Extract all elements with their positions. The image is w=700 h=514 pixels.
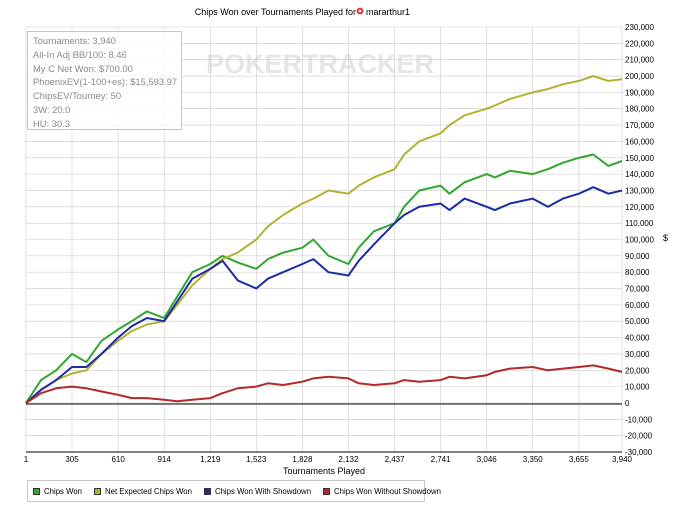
y-tick-label: 150,000 — [625, 154, 654, 163]
x-tick-label: 1 — [24, 455, 29, 464]
legend-item[interactable]: Chips Won — [33, 487, 82, 496]
y-tick-label: -30,000 — [625, 448, 653, 457]
series-layer — [25, 75, 623, 404]
x-tick-label: 3,046 — [477, 455, 498, 464]
legend-swatch — [203, 487, 211, 495]
x-axis-label: Tournaments Played — [283, 466, 365, 476]
y-tick-label: 0 — [625, 399, 630, 408]
legend-swatch — [33, 487, 40, 495]
y-tick-label: 80,000 — [625, 268, 650, 277]
x-tick-label: 2,437 — [385, 455, 406, 464]
y-tick-label: 230,000 — [625, 23, 654, 32]
y-axis-symbol: $ — [663, 233, 668, 243]
legend-swatch — [323, 487, 331, 495]
x-tick-label: 1,828 — [292, 455, 313, 464]
player-name: mararthur1 — [366, 7, 410, 17]
y-tick-label: -10,000 — [625, 415, 653, 424]
y-tick-label: -20,000 — [625, 432, 653, 441]
y-tick-label: 220,000 — [625, 39, 654, 48]
stat-chips-ev: ChipsEV/Tourney: 50 — [33, 90, 122, 102]
legend-item[interactable]: Net Expected Chips Won — [94, 487, 192, 496]
y-tick-label: 160,000 — [625, 137, 654, 146]
legend-label: Chips Won With Showdown — [214, 486, 312, 496]
y-tick-label: 200,000 — [625, 72, 654, 81]
series-line — [25, 153, 623, 404]
legend: Chips Won Net Expected Chips Won Chips W… — [27, 480, 441, 502]
stat-3w: 3W: 20.0 — [33, 103, 71, 115]
y-tick-label: 60,000 — [625, 301, 650, 310]
legend-item[interactable]: Chips Won With Showdown — [203, 486, 312, 496]
player-icon — [356, 7, 364, 15]
legend-swatch — [94, 487, 101, 495]
y-tick-label: 100,000 — [625, 236, 654, 245]
legend-item[interactable]: Chips Won Without Showdown — [323, 487, 441, 496]
x-tick-label: 914 — [157, 455, 171, 464]
y-tick-label: 210,000 — [625, 56, 654, 65]
stats-box: Tournaments: 3,940 All-In Adj BB/100: 8.… — [27, 31, 182, 130]
y-tick-label: 50,000 — [625, 317, 650, 326]
y-tick-label: 10,000 — [625, 383, 650, 392]
y-tick-label: 110,000 — [625, 219, 654, 228]
chart-title: Chips Won over Tournaments Played for — [195, 7, 356, 17]
x-tick-label: 3,350 — [523, 455, 544, 464]
x-tick-label: 3,655 — [569, 455, 590, 464]
stat-allin-bb: All-In Adj BB/100: 8.46 — [33, 48, 127, 60]
x-tick-label: 610 — [111, 455, 125, 464]
series-line — [25, 75, 623, 404]
x-tick-label: 2,132 — [338, 455, 359, 464]
series-line — [25, 186, 623, 404]
series-line — [25, 364, 623, 404]
stat-tournaments: Tournaments: 3,940 — [33, 35, 116, 46]
x-tick-label: 1,523 — [246, 455, 267, 464]
y-tick-label: 40,000 — [625, 334, 650, 343]
x-tick-label: 2,741 — [431, 455, 452, 464]
x-tick-label: 305 — [65, 455, 79, 464]
x-tick-label: 1,219 — [200, 455, 221, 464]
legend-label: Net Expected Chips Won — [105, 486, 192, 496]
stat-phoenix-ev: PhoenixEV(1-100+es): $15,593.97 — [33, 76, 178, 88]
watermark: POKERTRACKER — [206, 49, 434, 79]
y-tick-label: 180,000 — [625, 105, 654, 114]
y-axis-ticks: 230,000 220,000 210,000 200,000 190,000 180,0… — [625, 23, 654, 457]
legend-label: Chips Won — [44, 486, 82, 496]
y-tick-label: 190,000 — [625, 88, 654, 97]
y-tick-label: 170,000 — [625, 121, 654, 130]
stat-my-c-net-won: My C Net Won: $700.00 — [33, 62, 133, 74]
y-tick-label: 70,000 — [625, 285, 650, 294]
stat-hu: HU: 30.3 — [33, 117, 70, 129]
x-axis-ticks: 1 305 610 914 1,219 1,523 1,828 2,132 2,437 2,741… — [24, 455, 633, 464]
y-tick-label: 30,000 — [625, 350, 650, 359]
y-tick-label: 130,000 — [625, 186, 654, 195]
y-tick-label: 120,000 — [625, 203, 654, 212]
y-tick-label: 20,000 — [625, 366, 650, 375]
x-tick-label: 3,940 — [612, 455, 633, 464]
y-tick-label: 90,000 — [625, 252, 650, 261]
legend-label: Chips Won Without Showdown — [334, 486, 441, 496]
y-tick-label: 140,000 — [625, 170, 654, 179]
